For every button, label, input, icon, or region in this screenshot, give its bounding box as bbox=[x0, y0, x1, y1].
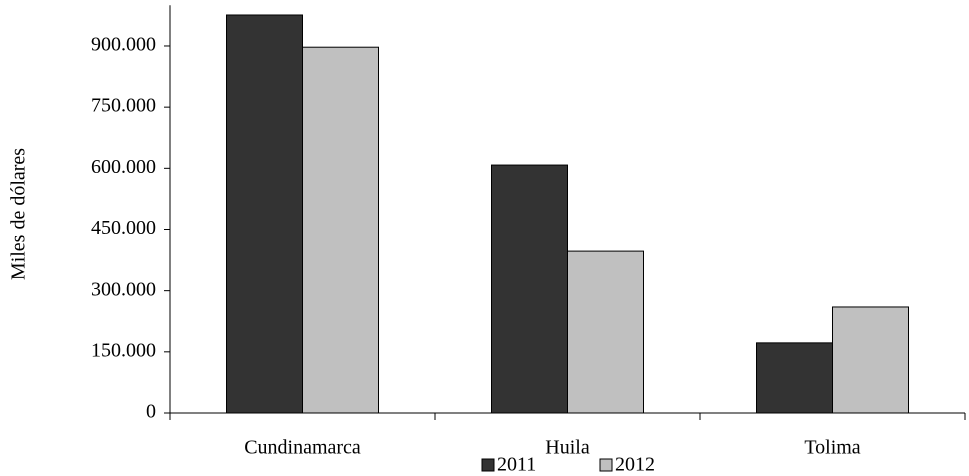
y-axis-label: Miles de dólares bbox=[8, 148, 30, 280]
y-tick-label: 150.000 bbox=[91, 339, 156, 361]
y-tick-label: 450.000 bbox=[91, 217, 156, 239]
legend-swatch bbox=[481, 458, 495, 472]
bar bbox=[567, 250, 644, 414]
y-tick-label: 600.000 bbox=[91, 156, 156, 178]
legend-label: 2012 bbox=[615, 454, 655, 476]
y-tick-label: 300.000 bbox=[91, 278, 156, 300]
x-tick-label: Tolima bbox=[804, 437, 860, 459]
legend-label: 2011 bbox=[497, 454, 536, 476]
y-tick-label: 900.000 bbox=[91, 34, 156, 56]
bar bbox=[491, 164, 568, 414]
x-tick-label: Huila bbox=[545, 437, 590, 459]
legend-swatch bbox=[599, 458, 613, 472]
y-tick-label: 0 bbox=[146, 401, 156, 423]
bar bbox=[756, 342, 833, 414]
bar bbox=[226, 14, 303, 414]
bar bbox=[832, 306, 909, 414]
bar bbox=[302, 46, 379, 414]
y-tick-label: 750.000 bbox=[91, 95, 156, 117]
x-tick-label: Cundinamarca bbox=[244, 437, 361, 459]
